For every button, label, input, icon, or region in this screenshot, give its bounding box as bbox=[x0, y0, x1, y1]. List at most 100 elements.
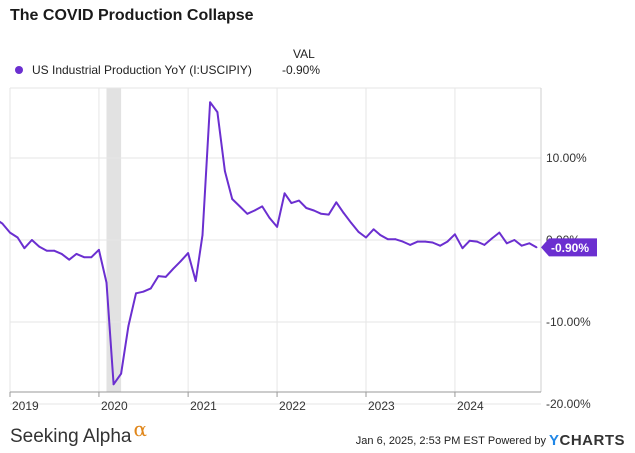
data-point bbox=[520, 244, 523, 247]
data-point bbox=[342, 212, 345, 214]
legend-value-header: VAL bbox=[293, 47, 315, 61]
data-point bbox=[394, 238, 397, 241]
data-point bbox=[90, 256, 93, 259]
data-point bbox=[16, 236, 19, 239]
data-point bbox=[431, 241, 434, 244]
data-point bbox=[83, 256, 85, 259]
data-point bbox=[164, 276, 167, 278]
data-point bbox=[112, 383, 115, 386]
chart-title: The COVID Production Collapse bbox=[10, 7, 254, 24]
data-point bbox=[127, 325, 130, 327]
data-point bbox=[53, 249, 56, 252]
data-point bbox=[476, 240, 479, 243]
data-point bbox=[238, 205, 241, 208]
data-point bbox=[379, 234, 382, 236]
data-point bbox=[335, 201, 338, 204]
data-point bbox=[416, 240, 419, 243]
data-point bbox=[231, 198, 234, 200]
data-point bbox=[23, 247, 26, 250]
data-point bbox=[268, 216, 271, 219]
last-value-label: -0.90% bbox=[551, 241, 589, 255]
brand-text: Seeking Alpha bbox=[10, 426, 132, 447]
data-point bbox=[439, 244, 441, 247]
data-point bbox=[209, 101, 211, 104]
ycharts-logo[interactable]: YCHARTS bbox=[549, 432, 625, 449]
data-point bbox=[179, 260, 182, 263]
data-point bbox=[305, 207, 308, 209]
x-tick-label: 2020 bbox=[101, 399, 128, 413]
alpha-icon: α bbox=[133, 417, 148, 441]
x-tick-label: 2023 bbox=[368, 399, 395, 413]
data-point bbox=[320, 212, 323, 215]
data-point bbox=[216, 111, 219, 113]
y-tick-label: 10.00% bbox=[546, 151, 587, 165]
data-point bbox=[468, 239, 471, 242]
data-point bbox=[401, 240, 404, 243]
data-point bbox=[75, 253, 78, 255]
data-point bbox=[261, 205, 264, 208]
data-point bbox=[498, 231, 501, 234]
data-point bbox=[483, 244, 486, 246]
data-point bbox=[454, 233, 456, 236]
data-point bbox=[187, 252, 190, 255]
data-point bbox=[68, 258, 71, 261]
y-tick-label: -10.00% bbox=[546, 315, 591, 329]
chart-timestamp: Jan 6, 2025, 2:53 PM EST bbox=[355, 434, 485, 447]
data-point bbox=[298, 199, 300, 202]
data-point bbox=[387, 238, 389, 241]
data-point bbox=[172, 267, 175, 270]
data-point bbox=[357, 230, 360, 233]
x-tick-label: 2024 bbox=[457, 399, 484, 413]
data-point bbox=[528, 242, 531, 245]
legend-series-label: US Industrial Production YoY (I:USCIPIY) bbox=[32, 63, 252, 77]
data-point bbox=[1, 222, 4, 225]
data-point bbox=[157, 275, 160, 277]
series-line bbox=[0, 101, 538, 386]
data-point bbox=[45, 249, 48, 252]
data-point bbox=[446, 240, 449, 243]
data-point bbox=[142, 290, 145, 293]
powered-by-text: Powered by bbox=[487, 434, 546, 447]
legend-series-value: -0.90% bbox=[282, 63, 321, 77]
data-point bbox=[201, 234, 204, 236]
data-point bbox=[246, 212, 249, 215]
data-point bbox=[350, 221, 353, 224]
x-tick-label: 2019 bbox=[12, 399, 39, 413]
data-point bbox=[535, 246, 538, 249]
data-point bbox=[372, 228, 375, 231]
data-point bbox=[60, 253, 63, 255]
data-point bbox=[513, 239, 516, 241]
data-point bbox=[120, 372, 123, 375]
legend-entry[interactable]: US Industrial Production YoY (I:USCIPIY)… bbox=[14, 63, 344, 79]
data-point bbox=[365, 236, 367, 239]
data-point bbox=[135, 292, 137, 295]
ycharts-logo-y: Y bbox=[548, 432, 560, 449]
last-value-tag bbox=[541, 238, 597, 257]
x-tick-label: 2021 bbox=[190, 399, 217, 413]
data-point bbox=[38, 245, 41, 248]
data-point bbox=[31, 239, 33, 241]
data-point bbox=[9, 231, 11, 234]
data-point bbox=[491, 237, 493, 240]
y-tick-label: -20.00% bbox=[546, 397, 591, 411]
data-point bbox=[290, 202, 293, 205]
data-point bbox=[105, 281, 108, 284]
data-point bbox=[98, 248, 100, 251]
data-point bbox=[149, 287, 152, 290]
x-tick-label: 2022 bbox=[279, 399, 306, 413]
ycharts-logo-text: CHARTS bbox=[559, 432, 625, 449]
data-point bbox=[505, 242, 508, 245]
data-point bbox=[327, 213, 330, 216]
data-point bbox=[424, 240, 427, 243]
data-point bbox=[276, 225, 278, 228]
data-point bbox=[224, 170, 226, 173]
data-point bbox=[312, 209, 315, 212]
data-point bbox=[461, 247, 464, 250]
data-point bbox=[194, 280, 197, 282]
data-point bbox=[253, 209, 256, 212]
series-marker-icon bbox=[15, 66, 23, 74]
footer-credit: Jan 6, 2025, 2:53 PM EST Powered by YCHA… bbox=[356, 432, 625, 449]
seeking-alpha-logo: Seeking Alpha α bbox=[10, 417, 147, 448]
data-point bbox=[283, 192, 286, 195]
